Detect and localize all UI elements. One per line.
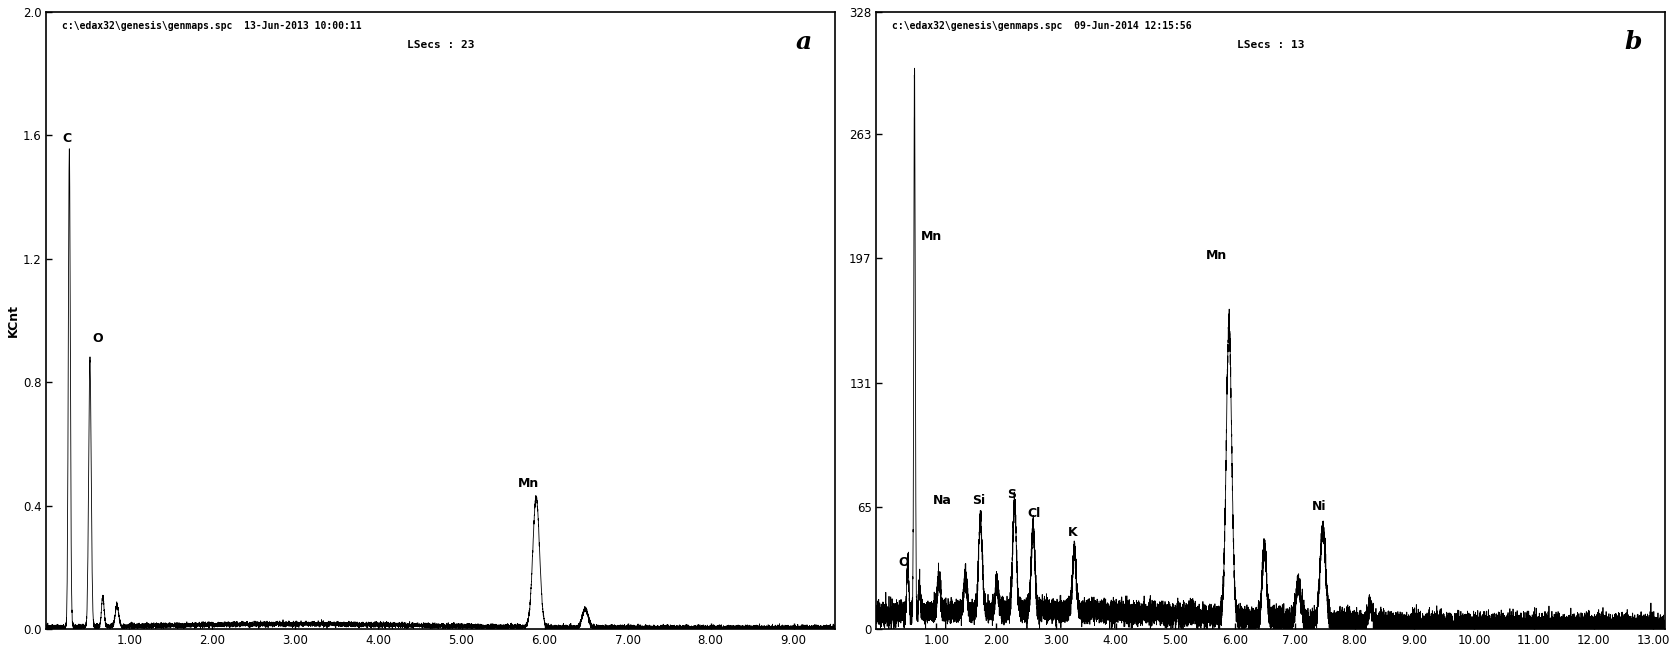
Text: Na: Na	[932, 494, 953, 507]
Text: b: b	[1625, 31, 1641, 54]
Text: C: C	[62, 131, 71, 145]
Text: Ni: Ni	[1312, 500, 1326, 513]
Text: Mn: Mn	[517, 477, 539, 490]
Text: Cl: Cl	[1026, 507, 1040, 520]
Text: LSecs : 23: LSecs : 23	[407, 40, 474, 50]
Text: S: S	[1008, 489, 1016, 501]
Text: LSecs : 13: LSecs : 13	[1236, 40, 1305, 50]
Text: Si: Si	[973, 494, 984, 507]
Text: K: K	[1068, 526, 1077, 539]
Text: a: a	[795, 31, 811, 54]
Text: c:\edax32\genesis\genmaps.spc  13-Jun-2013 10:00:11: c:\edax32\genesis\genmaps.spc 13-Jun-201…	[62, 21, 361, 31]
Text: Mn: Mn	[921, 230, 942, 243]
Text: O: O	[92, 332, 102, 345]
Text: O: O	[899, 556, 909, 569]
Y-axis label: KCnt: KCnt	[7, 304, 20, 337]
Text: Mn: Mn	[1206, 249, 1228, 262]
Text: c:\edax32\genesis\genmaps.spc  09-Jun-2014 12:15:56: c:\edax32\genesis\genmaps.spc 09-Jun-201…	[892, 21, 1191, 31]
